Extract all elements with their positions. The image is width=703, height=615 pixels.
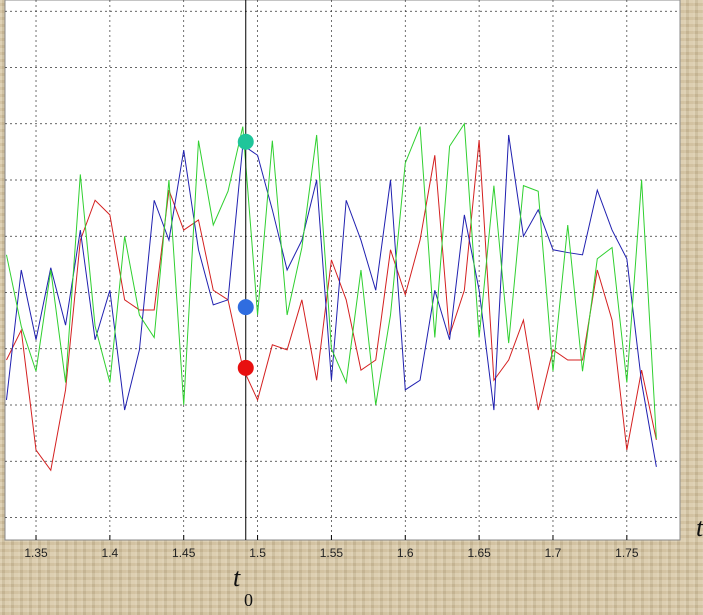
x-tick-label: 1.45	[172, 546, 196, 560]
x-tick-label: 1.4	[102, 546, 119, 560]
marker-dot	[237, 359, 254, 376]
x-tick-label: 1.75	[615, 546, 639, 560]
cursor-label: t	[233, 563, 241, 592]
x-tick-label: 1.65	[467, 546, 491, 560]
marker-dot	[237, 299, 254, 316]
series-line	[6, 140, 657, 472]
marker-dot	[237, 133, 254, 150]
x-tick-label: 1.6	[397, 546, 414, 560]
x-tick-label: 1.7	[545, 546, 562, 560]
plot-area	[4, 0, 681, 541]
cursor-label-subscript: 0	[244, 590, 253, 610]
x-tick-label: 1.55	[320, 546, 344, 560]
x-tick-label: 1.5	[249, 546, 266, 560]
series-line	[5, 122, 657, 439]
x-axis-label: t	[696, 513, 703, 542]
x-tick-label: 1.35	[24, 546, 48, 560]
